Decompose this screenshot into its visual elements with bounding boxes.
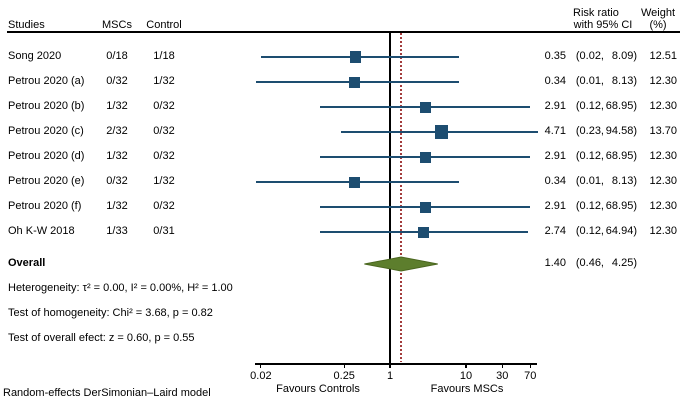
axis-tick — [389, 363, 391, 368]
favours-controls-label: Favours Controls — [276, 383, 360, 395]
mscs-count: 2/32 — [106, 125, 128, 137]
point-marker — [419, 201, 431, 213]
axis-tick-label: 1 — [386, 370, 394, 382]
axis-tick — [501, 363, 503, 368]
risk-ratio-header-line1: Risk ratio — [573, 7, 619, 19]
weight-value: 12.30 — [649, 100, 677, 112]
risk-ratio-estimate: 0.35 — [544, 50, 566, 62]
ci-lower: (0.23, — [575, 125, 604, 137]
ci-upper: 64.94) — [605, 225, 637, 237]
risk-ratio-estimate: 2.91 — [544, 100, 566, 112]
ci-upper: 94.58) — [605, 125, 637, 137]
mscs-count: 1/33 — [106, 225, 128, 237]
point-marker — [434, 125, 448, 139]
point-marker — [419, 101, 431, 113]
weight-value: 12.30 — [649, 175, 677, 187]
axis-tick-label: 70 — [524, 370, 537, 382]
study-label: Song 2020 — [8, 50, 62, 62]
model-footnote: Random-effects DerSimonian–Laird model — [3, 387, 211, 399]
weight-value: 13.70 — [649, 125, 677, 137]
control-count: 0/31 — [153, 225, 175, 237]
point-marker — [348, 176, 360, 188]
control-count: 1/32 — [153, 175, 175, 187]
mscs-header: MSCs — [102, 19, 132, 31]
weight-header-line1: Weight — [640, 7, 676, 19]
point-marker — [417, 226, 429, 238]
control-count: 0/32 — [153, 125, 175, 137]
ci-upper: 68.95) — [605, 150, 637, 162]
risk-ratio-header-line2: with 95% CI — [573, 19, 633, 31]
ci-lower: (0.12, — [575, 200, 604, 212]
point-marker — [419, 151, 431, 163]
overall-ci-lower: (0.46, — [575, 257, 604, 269]
control-count: 1/32 — [153, 75, 175, 87]
ci-upper: 68.95) — [605, 200, 637, 212]
axis-tick-label: 30 — [496, 370, 509, 382]
weight-header-line2: (%) — [649, 19, 667, 31]
control-count: 0/32 — [153, 200, 175, 212]
control-count: 1/18 — [153, 50, 175, 62]
overall-estimate-line — [400, 33, 402, 362]
studies-header: Studies — [8, 19, 45, 31]
axis-tick — [465, 363, 467, 368]
control-count: 0/32 — [153, 100, 175, 112]
risk-ratio-estimate: 0.34 — [544, 75, 566, 87]
weight-value: 12.30 — [649, 75, 677, 87]
axis-tick-label: 10 — [459, 370, 473, 382]
ci-lower: (0.12, — [575, 100, 604, 112]
study-label: Oh K-W 2018 — [8, 225, 75, 237]
weight-value: 12.30 — [649, 150, 677, 162]
favours-mscs-label: Favours MSCs — [430, 383, 504, 395]
control-count: 0/32 — [153, 150, 175, 162]
risk-ratio-estimate: 2.91 — [544, 150, 566, 162]
mscs-count: 0/18 — [106, 50, 128, 62]
ci-upper: 8.13) — [611, 75, 637, 87]
mscs-count: 1/32 — [106, 200, 128, 212]
study-label: Petrou 2020 (d) — [8, 150, 85, 162]
axis-tick — [529, 363, 531, 368]
overall-label: Overall — [8, 257, 46, 269]
overall-estimate: 1.40 — [544, 257, 566, 269]
ci-lower: (0.12, — [575, 225, 604, 237]
header-rule — [7, 31, 680, 33]
overall-ci-upper: 4.25) — [611, 257, 637, 269]
study-label: Petrou 2020 (b) — [8, 100, 85, 112]
weight-value: 12.30 — [649, 200, 677, 212]
null-effect-line — [389, 33, 391, 363]
mscs-count: 1/32 — [106, 100, 128, 112]
ci-lower: (0.01, — [575, 175, 604, 187]
ci-lower: (0.01, — [575, 75, 604, 87]
homogeneity-test-stat: Test of homogeneity: Chi² = 3.68, p = 0.… — [8, 307, 213, 319]
heterogeneity-stat: Heterogeneity: τ² = 0.00, I² = 0.00%, H²… — [8, 282, 233, 294]
weight-value: 12.30 — [649, 225, 677, 237]
point-marker — [349, 51, 361, 63]
axis-tick — [260, 363, 262, 368]
mscs-count: 0/32 — [106, 175, 128, 187]
study-label: Petrou 2020 (a) — [8, 75, 85, 87]
ci-lower: (0.12, — [575, 150, 604, 162]
study-label: Petrou 2020 (e) — [8, 175, 85, 187]
ci-upper: 68.95) — [605, 100, 637, 112]
axis-tick-label: 0.02 — [250, 370, 272, 382]
x-axis-line — [255, 363, 537, 365]
risk-ratio-estimate: 2.91 — [544, 200, 566, 212]
study-label: Petrou 2020 (c) — [8, 125, 84, 137]
ci-upper: 8.13) — [611, 175, 637, 187]
ci-upper: 8.09) — [611, 50, 637, 62]
risk-ratio-estimate: 0.34 — [544, 175, 566, 187]
study-label: Petrou 2020 (f) — [8, 200, 82, 212]
control-header: Control — [146, 19, 182, 31]
axis-tick-label: 0.25 — [333, 370, 355, 382]
mscs-count: 1/32 — [106, 150, 128, 162]
risk-ratio-estimate: 2.74 — [544, 225, 566, 237]
risk-ratio-estimate: 4.71 — [544, 125, 566, 137]
ci-lower: (0.02, — [575, 50, 604, 62]
weight-value: 12.51 — [649, 50, 677, 62]
axis-tick — [343, 363, 345, 368]
point-marker — [348, 76, 360, 88]
mscs-count: 0/32 — [106, 75, 128, 87]
overall-effect-test-stat: Test of overall efect: z = 0.60, p = 0.5… — [8, 332, 195, 344]
